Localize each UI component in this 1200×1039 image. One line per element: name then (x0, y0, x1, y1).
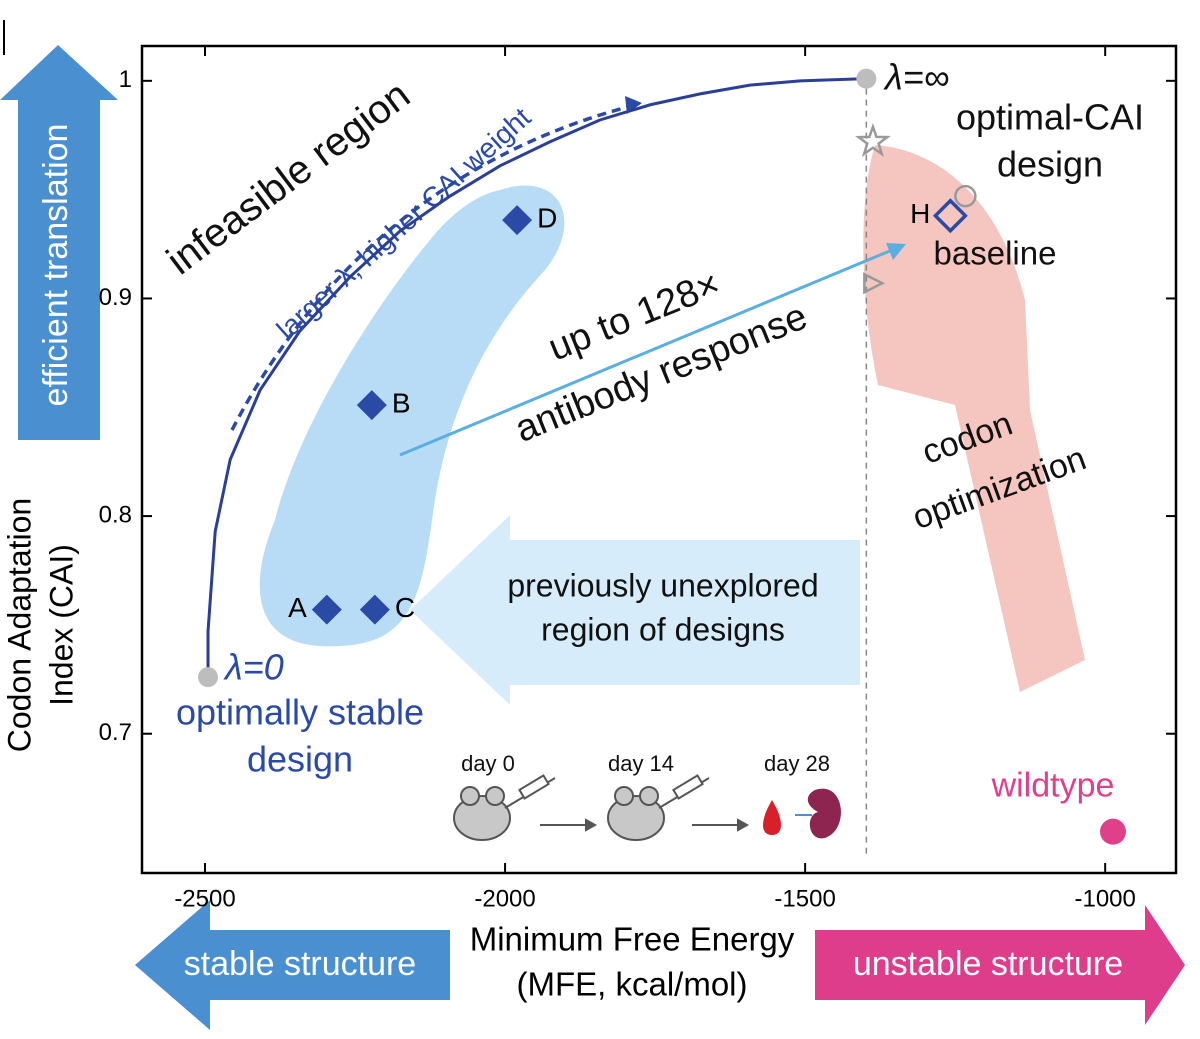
design-label: C (395, 592, 415, 623)
timeline-icons (453, 774, 842, 841)
unexplored-arrow (410, 515, 860, 705)
x-tick-label: -2000 (474, 885, 535, 912)
annotation: unstable structure (853, 945, 1123, 983)
baseline-label: H (910, 198, 930, 229)
annotation: day 14 (608, 751, 674, 776)
baseline-point (932, 198, 968, 234)
x-axis-label: (MFE, kcal/mol) (517, 966, 748, 1003)
y-tick-label: 0.9 (99, 284, 132, 311)
endpoint-label: λ=∞ (883, 57, 949, 98)
wildtype-point (1099, 818, 1126, 845)
design-label: A (288, 592, 307, 623)
endpoint (856, 68, 877, 89)
improvement-arrow (399, 248, 893, 457)
codon-optimization-arrow (863, 145, 1085, 692)
reference-star (855, 122, 891, 157)
endpoint-label: λ=0 (223, 647, 284, 688)
stable-arrow (135, 900, 450, 1030)
design-point (359, 594, 390, 625)
reference-circle (954, 184, 977, 208)
x-tick-label: -2500 (174, 885, 235, 912)
wildtype-label: wildtype (991, 767, 1115, 805)
x-tick-label: -1500 (774, 885, 835, 912)
annotation: region of designs (541, 611, 785, 647)
annotation: day 0 (461, 751, 515, 776)
plot-frame (140, 44, 1178, 875)
y-tick-label: 0.7 (99, 719, 132, 746)
y-axis-label: Codon Adaptation (1, 498, 37, 752)
design-point (502, 205, 533, 236)
lambda-arrow-head (625, 96, 642, 114)
reference-triangle (863, 272, 886, 295)
annotation: stable structure (184, 945, 416, 983)
design-region (259, 185, 565, 647)
design-label: B (392, 387, 411, 418)
pareto-curve (206, 77, 867, 678)
endpoint (198, 667, 219, 688)
y-axis-label: Index (CAI) (43, 544, 79, 706)
endpoint-caption: optimal-CAI (956, 97, 1144, 138)
annotation: efficient translation (37, 124, 75, 407)
improvement-arrow-head (886, 243, 906, 260)
unstable-arrow (815, 905, 1185, 1025)
translation-arrow (0, 45, 118, 440)
lambda-arrow (230, 103, 636, 431)
y-tick-label: 0.8 (99, 501, 132, 528)
annotation: day 28 (764, 751, 830, 776)
x-axis-label: Minimum Free Energy (470, 921, 795, 958)
annotation: baseline (934, 235, 1057, 272)
y-tick-label: 1 (119, 66, 132, 93)
endpoint-caption: optimally stable (176, 692, 424, 733)
endpoint-caption: design (997, 144, 1103, 185)
design-label: D (537, 202, 557, 233)
x-tick-label: -1000 (1074, 885, 1135, 912)
design-point (311, 594, 342, 625)
endpoint-caption: design (247, 739, 353, 780)
design-point (356, 390, 387, 421)
annotation: previously unexplored (507, 567, 818, 603)
